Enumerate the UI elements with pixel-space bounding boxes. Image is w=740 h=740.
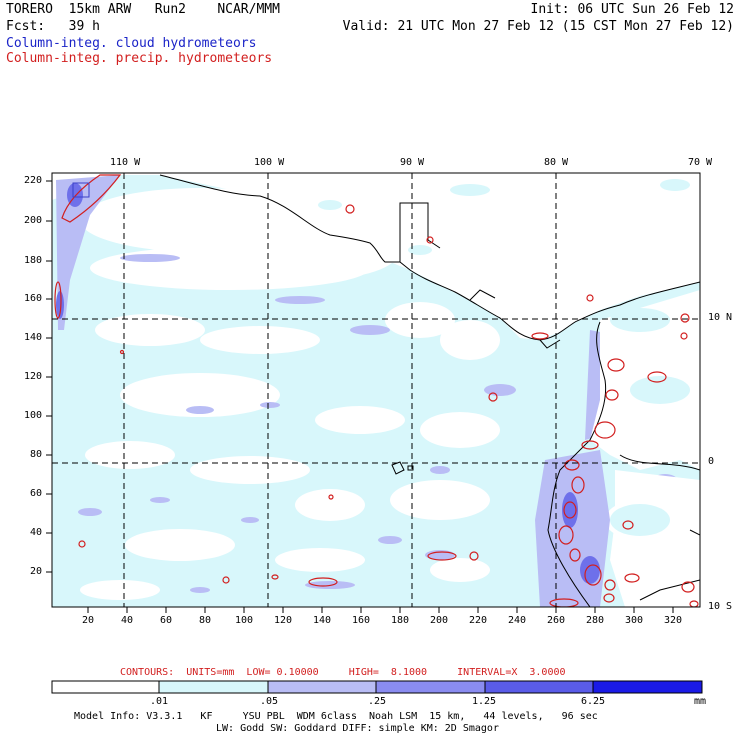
tick-marks	[46, 180, 674, 613]
x-tick: 80	[199, 615, 212, 626]
x-tick: 240	[508, 615, 527, 626]
y-tick: 200	[24, 215, 43, 226]
x-tick: 300	[625, 615, 644, 626]
x-tick: 220	[469, 615, 488, 626]
legend-precip-hydrometeors: Column-integ. precip. hydrometeors	[6, 51, 273, 66]
lon-label-70w: 70 W	[688, 157, 713, 168]
y-tick: 160	[24, 293, 43, 304]
model-info-line2: LW: Godd SW: Goddard DIFF: simple KM: 2D…	[216, 723, 499, 734]
land-cloud-patches	[318, 179, 690, 536]
lon-label-80w: 80 W	[544, 157, 569, 168]
x-tick: 180	[391, 615, 410, 626]
y-tick: 100	[24, 410, 43, 421]
graticule	[52, 173, 700, 607]
plot-frame	[51, 172, 701, 608]
x-tick: 20	[82, 615, 95, 626]
x-tick: 60	[160, 615, 173, 626]
x-tick: 320	[664, 615, 683, 626]
valid-time: Valid: 21 UTC Mon 27 Feb 12 (15 CST Mon …	[342, 19, 734, 34]
lon-label-100w: 100 W	[254, 157, 285, 168]
x-tick: 120	[274, 615, 293, 626]
y-tick: 180	[24, 255, 43, 266]
lat-label-10n: 10 N	[708, 312, 733, 323]
y-tick: 20	[30, 566, 43, 577]
init-time: Init: 06 UTC Sun 26 Feb 12	[530, 2, 735, 17]
x-tick: 200	[430, 615, 449, 626]
colorbar-level: 1.25	[472, 696, 497, 707]
x-tick: 160	[352, 615, 371, 626]
colorbar-level: .05	[260, 696, 279, 707]
colorbar-unit: mm	[694, 696, 707, 707]
x-tick: 260	[547, 615, 566, 626]
colorbar-bin-0	[51, 680, 160, 694]
colorbar-level: .25	[368, 696, 387, 707]
colorbar	[51, 680, 703, 694]
model-info-line1: Model Info: V3.3.1 KF YSU PBL WDM 6class…	[74, 711, 598, 722]
land-masses	[160, 175, 700, 607]
model-run-title: TORERO 15km ARW Run2 NCAR/MMM	[6, 2, 280, 17]
y-tick: 60	[30, 488, 43, 499]
colorbar-bin-5	[592, 680, 703, 694]
y-tick: 40	[30, 527, 43, 538]
x-tick: 40	[121, 615, 134, 626]
colorbar-bin-3	[375, 680, 486, 694]
domain-box	[72, 182, 90, 198]
lat-label-10s: 10 S	[708, 601, 733, 612]
x-tick: 100	[235, 615, 254, 626]
contours-info: CONTOURS: UNITS=mm LOW= 0.10000 HIGH= 8.…	[120, 667, 566, 678]
colorbar-bin-4	[484, 680, 594, 694]
lon-label-90w: 90 W	[400, 157, 425, 168]
colorbar-bin-2	[267, 680, 377, 694]
y-tick: 120	[24, 371, 43, 382]
y-tick: 220	[24, 175, 43, 186]
x-tick: 280	[586, 615, 605, 626]
cloud-field	[52, 173, 700, 607]
colorbar-bin-1	[158, 680, 269, 694]
precip-contours	[54, 174, 699, 607]
colorbar-level: 6.25	[581, 696, 606, 707]
legend-cloud-hydrometeors: Column-integ. cloud hydrometeors	[6, 36, 257, 51]
y-tick: 140	[24, 332, 43, 343]
colorbar-level: .01	[150, 696, 169, 707]
x-tick: 140	[313, 615, 332, 626]
lon-label-110w: 110 W	[110, 157, 141, 168]
forecast-hour: Fcst: 39 h	[6, 19, 100, 34]
y-tick: 80	[30, 449, 43, 460]
lat-label-0: 0	[708, 456, 715, 467]
